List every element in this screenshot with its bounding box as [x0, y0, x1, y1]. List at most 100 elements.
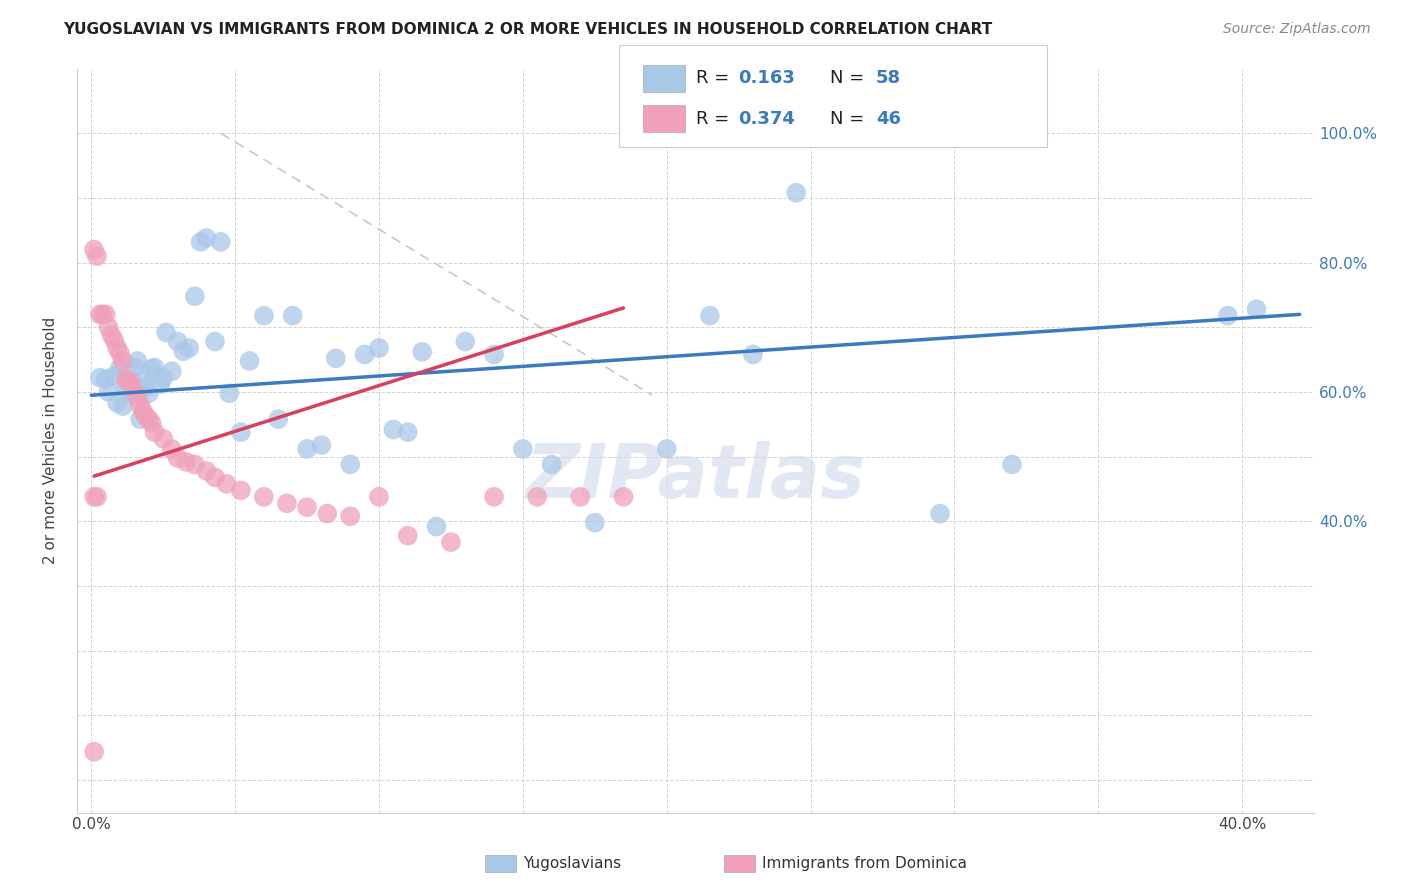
- Point: [155, 326, 177, 340]
- Point: [152, 432, 174, 446]
- Point: [138, 412, 160, 426]
- Point: [86, 249, 108, 263]
- Point: [141, 361, 163, 376]
- Point: [97, 320, 120, 334]
- Point: [929, 507, 952, 521]
- Point: [121, 373, 143, 387]
- Text: N =: N =: [830, 110, 869, 128]
- Point: [742, 347, 765, 361]
- Point: [267, 412, 290, 426]
- Point: [612, 490, 634, 504]
- Point: [114, 372, 136, 386]
- Point: [540, 458, 562, 472]
- Point: [276, 496, 298, 510]
- Point: [160, 442, 183, 456]
- Point: [135, 380, 157, 394]
- Point: [127, 390, 149, 404]
- Point: [127, 354, 149, 368]
- Text: 0.374: 0.374: [738, 110, 794, 128]
- Point: [177, 341, 200, 355]
- Point: [339, 458, 361, 472]
- Point: [184, 289, 207, 303]
- Point: [174, 455, 197, 469]
- Text: Yugoslavians: Yugoslavians: [523, 856, 621, 871]
- Point: [105, 341, 128, 355]
- Point: [295, 500, 318, 515]
- Point: [94, 307, 117, 321]
- Point: [229, 483, 252, 498]
- Text: YUGOSLAVIAN VS IMMIGRANTS FROM DOMINICA 2 OR MORE VEHICLES IN HOUSEHOLD CORRELAT: YUGOSLAVIAN VS IMMIGRANTS FROM DOMINICA …: [63, 22, 993, 37]
- Point: [229, 425, 252, 439]
- Point: [195, 464, 218, 478]
- Point: [368, 490, 391, 504]
- Point: [141, 416, 163, 430]
- Point: [368, 341, 391, 355]
- Point: [111, 354, 134, 368]
- Point: [143, 360, 166, 375]
- Point: [83, 745, 105, 759]
- Point: [89, 307, 111, 321]
- Point: [132, 373, 155, 387]
- Point: [316, 507, 339, 521]
- Point: [218, 386, 240, 401]
- Text: R =: R =: [696, 70, 735, 87]
- Point: [86, 490, 108, 504]
- Point: [482, 347, 505, 361]
- Point: [143, 425, 166, 439]
- Point: [209, 235, 232, 249]
- Point: [138, 386, 160, 401]
- Point: [129, 398, 152, 412]
- Point: [160, 364, 183, 378]
- Point: [94, 372, 117, 386]
- Point: [295, 442, 318, 456]
- Text: Source: ZipAtlas.com: Source: ZipAtlas.com: [1223, 22, 1371, 37]
- Point: [1216, 309, 1239, 323]
- Point: [129, 412, 152, 426]
- Point: [325, 351, 347, 366]
- Point: [108, 346, 131, 360]
- Point: [253, 309, 276, 323]
- Text: ZIPatlas: ZIPatlas: [526, 442, 866, 514]
- Text: 58: 58: [876, 70, 901, 87]
- Text: 46: 46: [876, 110, 901, 128]
- Point: [103, 368, 125, 383]
- Point: [785, 186, 807, 200]
- Point: [396, 425, 419, 439]
- Point: [1001, 458, 1024, 472]
- Text: R =: R =: [696, 110, 735, 128]
- Point: [655, 442, 678, 456]
- Point: [124, 360, 146, 375]
- Point: [311, 438, 333, 452]
- Point: [100, 328, 122, 343]
- Point: [204, 334, 226, 349]
- Point: [121, 378, 143, 392]
- Point: [253, 490, 276, 504]
- Point: [238, 354, 260, 368]
- Text: Immigrants from Dominica: Immigrants from Dominica: [762, 856, 967, 871]
- Point: [184, 458, 207, 472]
- Point: [281, 309, 304, 323]
- Point: [103, 333, 125, 347]
- Point: [166, 450, 188, 465]
- Point: [118, 373, 141, 387]
- Y-axis label: 2 or more Vehicles in Household: 2 or more Vehicles in Household: [44, 317, 58, 564]
- Text: N =: N =: [830, 70, 869, 87]
- Point: [132, 404, 155, 418]
- Point: [215, 476, 238, 491]
- Point: [526, 490, 548, 504]
- Point: [166, 334, 188, 349]
- Point: [1246, 302, 1268, 317]
- Point: [454, 334, 477, 349]
- Point: [195, 231, 218, 245]
- Point: [135, 409, 157, 424]
- Text: 0.163: 0.163: [738, 70, 794, 87]
- Point: [83, 243, 105, 257]
- Point: [118, 386, 141, 401]
- Point: [89, 371, 111, 385]
- Point: [512, 442, 534, 456]
- Point: [339, 509, 361, 524]
- Point: [83, 490, 105, 504]
- Point: [172, 344, 194, 359]
- Point: [204, 470, 226, 484]
- Point: [105, 396, 128, 410]
